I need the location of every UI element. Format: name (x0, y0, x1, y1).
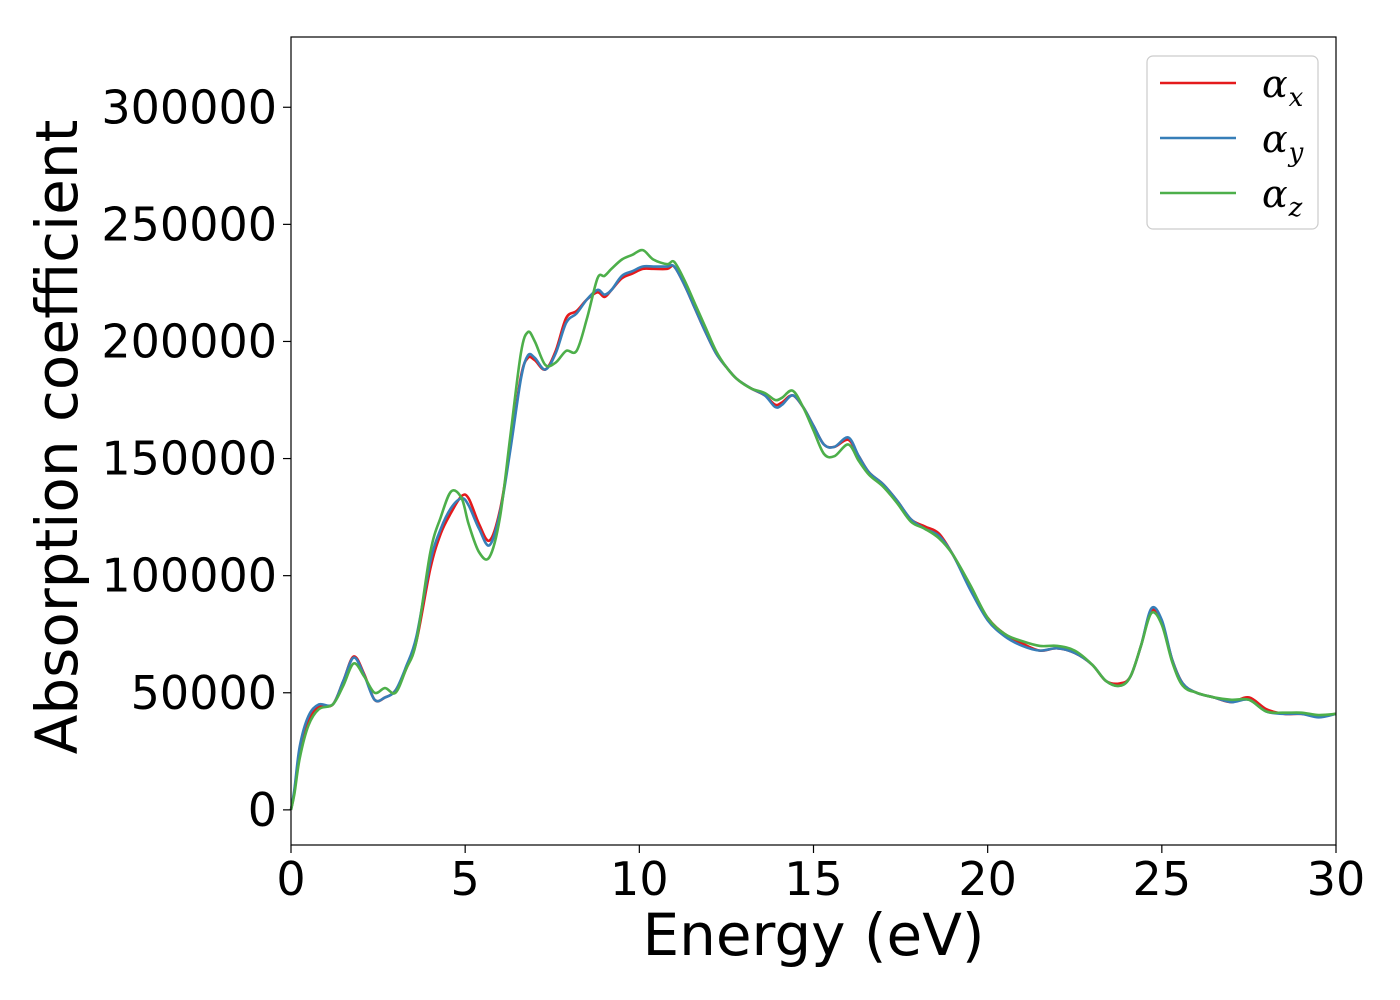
x-tick-label: 15 (784, 852, 843, 906)
x-tick-label: 0 (276, 852, 305, 906)
legend-symbol: α (1262, 172, 1288, 216)
y-tick-label: 100000 (101, 549, 277, 603)
legend-subscript: x (1289, 83, 1304, 113)
y-axis-title: Absorption coefficient (23, 120, 91, 755)
legend-label-z: αz (1262, 172, 1303, 223)
y-tick-label: 200000 (101, 314, 277, 368)
y-tick-label: 50000 (131, 666, 277, 720)
y-tick-label: 0 (248, 783, 277, 837)
legend-box (1146, 55, 1319, 230)
legend-subscript: z (1288, 193, 1303, 223)
x-tick-label: 25 (1133, 852, 1192, 906)
x-tick-label: 10 (610, 852, 669, 906)
legend-subscript: y (1288, 138, 1304, 168)
x-axis-ticks: 0 5 10 15 20 25 30 (276, 845, 1365, 906)
legend-label-y: αy (1262, 117, 1304, 168)
legend-label-x: αx (1262, 62, 1304, 113)
legend-symbol: α (1262, 62, 1288, 106)
x-tick-label: 30 (1307, 852, 1366, 906)
y-tick-label: 250000 (101, 197, 277, 251)
y-tick-label: 150000 (101, 432, 277, 486)
series-line-z (289, 248, 1337, 811)
series-layer (289, 248, 1337, 811)
y-axis-ticks: 0 50000 100000 150000 200000 250000 300000 (101, 80, 291, 837)
legend-symbol: α (1262, 117, 1288, 161)
y-tick-label: 300000 (101, 80, 277, 134)
x-tick-label: 5 (451, 852, 480, 906)
x-axis-title: Energy (eV) (642, 901, 984, 969)
x-tick-label: 20 (958, 852, 1017, 906)
